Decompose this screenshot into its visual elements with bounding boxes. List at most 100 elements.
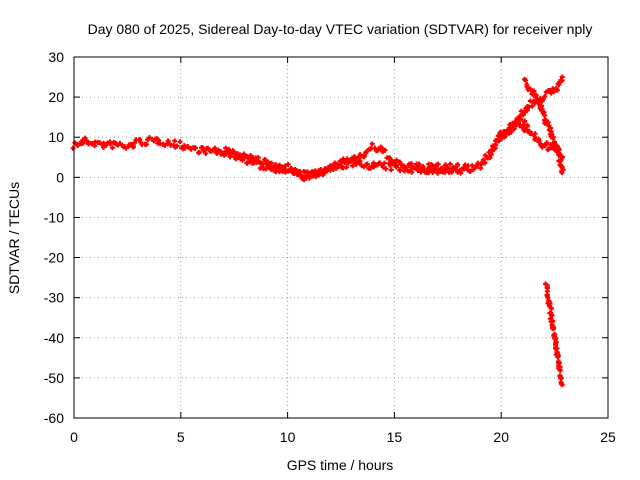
data-point <box>268 160 274 166</box>
data-point <box>409 169 415 175</box>
y-tick-label: -20 <box>44 250 64 266</box>
data-point <box>467 168 473 174</box>
chart-title: Day 080 of 2025, Sidereal Day-to-day VTE… <box>88 21 593 37</box>
x-tick-label: 0 <box>70 429 78 445</box>
data-point <box>332 160 338 166</box>
data-point <box>513 122 519 128</box>
data-point <box>364 161 370 167</box>
data-point <box>199 145 205 151</box>
data-point <box>482 160 488 166</box>
data-point <box>542 142 548 148</box>
data-point <box>536 138 542 144</box>
plot-frame <box>73 56 609 419</box>
data-point <box>185 144 191 150</box>
data-point <box>165 138 171 144</box>
data-point <box>143 141 149 147</box>
data-point <box>533 92 539 98</box>
data-point <box>382 147 388 153</box>
data-point <box>177 139 183 145</box>
data-point <box>398 161 404 167</box>
y-tick-label: -50 <box>44 370 64 386</box>
x-tick-label: 10 <box>280 429 296 445</box>
series-outlier-drop <box>543 281 565 388</box>
data-point <box>397 167 403 173</box>
data-point <box>291 169 297 175</box>
data-point <box>383 166 389 172</box>
data-point <box>498 136 504 142</box>
data-point <box>229 151 235 157</box>
data-point <box>424 168 430 174</box>
data-point <box>285 162 291 168</box>
data-point <box>559 170 565 176</box>
data-point <box>196 149 202 155</box>
y-tick-label: 0 <box>56 169 64 185</box>
data-point <box>245 155 251 161</box>
data-point <box>369 141 375 147</box>
data-point <box>132 140 138 146</box>
data-point <box>387 163 393 169</box>
data-point <box>550 134 556 140</box>
data-point <box>556 361 562 367</box>
data-point <box>502 133 508 139</box>
series-rising-branch <box>498 74 565 142</box>
series-upper-descent <box>522 76 566 176</box>
x-tick-label: 20 <box>493 429 509 445</box>
data-point <box>555 354 561 360</box>
data-point <box>560 167 566 173</box>
data-point <box>218 151 224 157</box>
data-point <box>557 367 563 373</box>
y-tick-label: -30 <box>44 290 64 306</box>
data-point <box>557 151 563 157</box>
data-point <box>381 160 387 166</box>
data-point <box>223 145 229 151</box>
y-tick-label: -60 <box>44 410 64 426</box>
data-point <box>137 136 143 142</box>
data-point <box>318 167 324 173</box>
data-point <box>508 128 514 134</box>
data-point <box>523 77 529 83</box>
data-point <box>559 382 565 388</box>
data-point <box>379 145 385 151</box>
data-point <box>297 168 303 174</box>
data-point <box>230 148 236 154</box>
data-point <box>556 82 562 88</box>
data-point <box>201 148 207 154</box>
data-point <box>251 158 257 164</box>
data-point <box>532 131 538 137</box>
data-point <box>388 167 394 173</box>
y-tick-label: -40 <box>44 330 64 346</box>
data-points <box>70 74 566 388</box>
data-point <box>182 145 188 151</box>
data-point <box>80 140 86 146</box>
data-point <box>340 156 346 162</box>
data-point <box>172 138 178 144</box>
data-point <box>130 143 136 149</box>
data-point <box>420 164 426 170</box>
axis-ticks: 0 5 10 15 20 25 30 20 10 0 -10 -20 -30 -40 -50 -60 <box>44 49 616 445</box>
data-point <box>545 285 551 291</box>
data-point <box>439 165 445 171</box>
data-point <box>174 143 180 149</box>
data-point <box>336 162 342 168</box>
data-point <box>487 155 493 161</box>
data-point <box>82 135 88 141</box>
data-point <box>521 119 527 125</box>
data-point <box>447 167 453 173</box>
data-point <box>536 100 542 106</box>
data-point <box>548 142 554 148</box>
data-point <box>280 164 286 170</box>
data-point <box>227 154 233 160</box>
data-point <box>544 140 550 146</box>
data-point <box>546 87 552 93</box>
y-tick-label: 20 <box>48 89 64 105</box>
data-point <box>549 313 555 319</box>
data-point <box>416 161 422 167</box>
data-point <box>455 161 461 167</box>
data-point <box>156 137 162 143</box>
x-tick-label: 15 <box>387 429 403 445</box>
data-point <box>551 332 557 338</box>
data-point <box>214 150 220 156</box>
data-point <box>465 163 471 169</box>
data-point <box>558 375 564 381</box>
